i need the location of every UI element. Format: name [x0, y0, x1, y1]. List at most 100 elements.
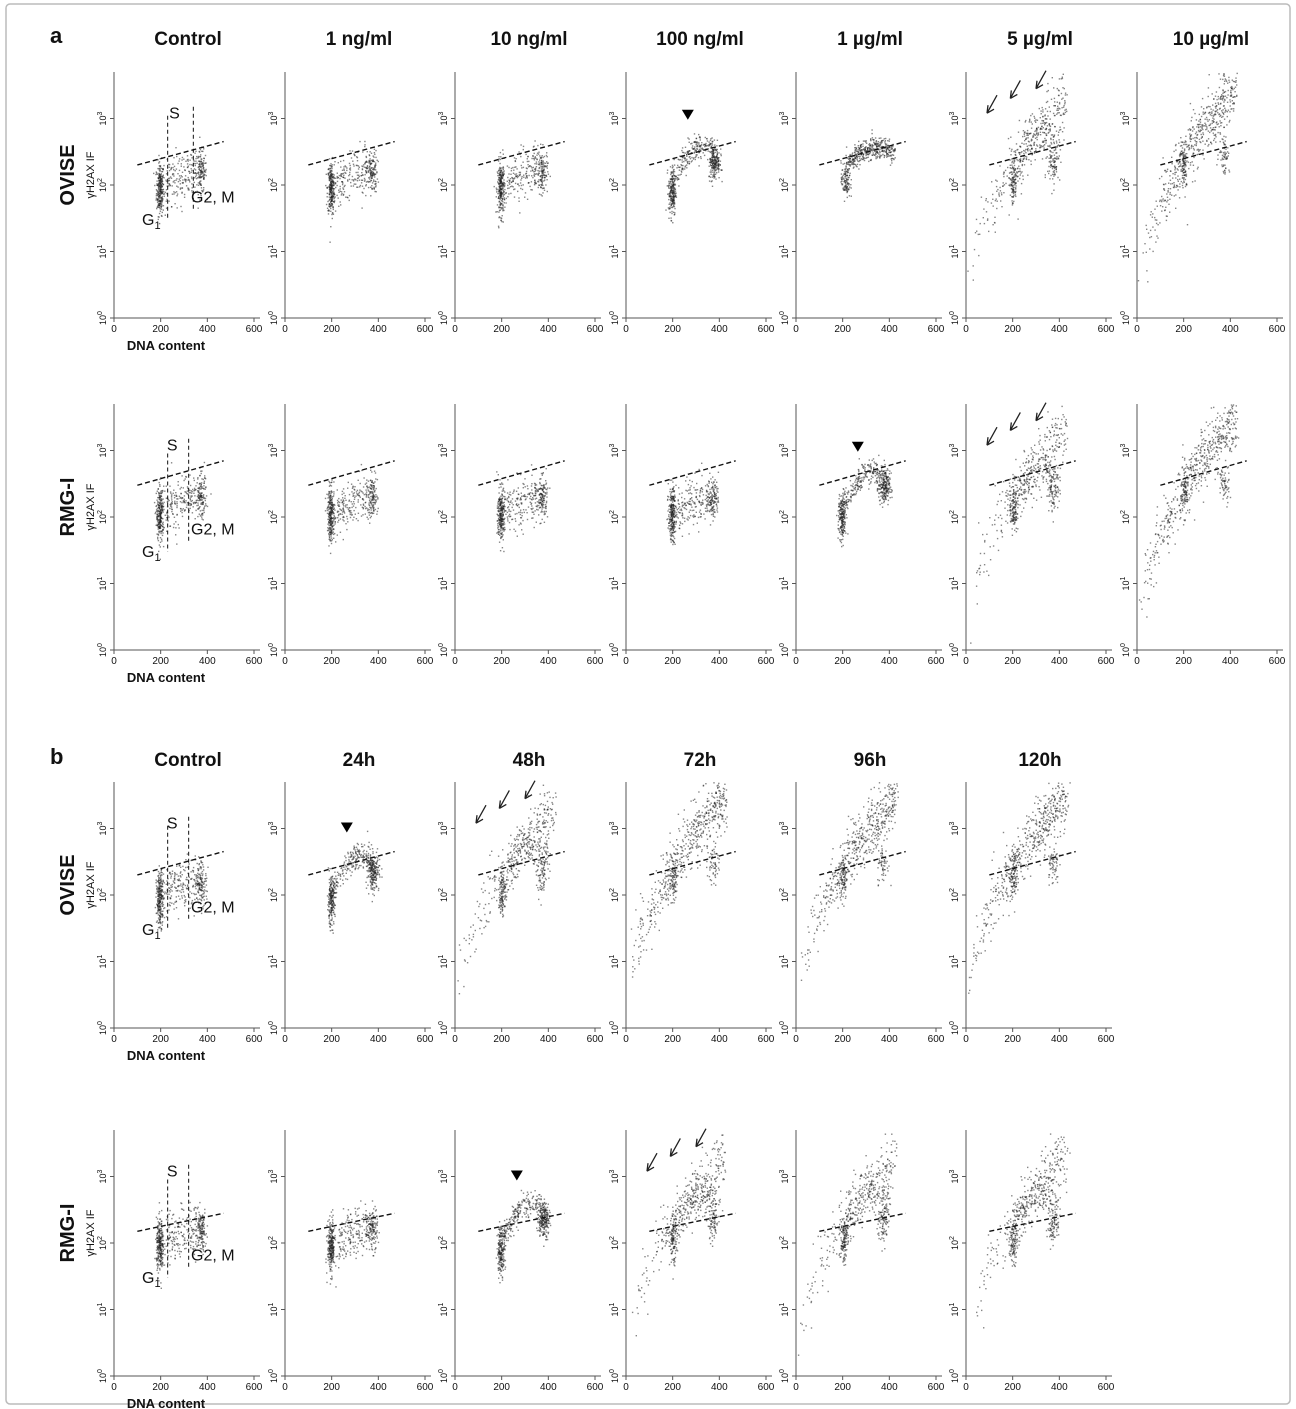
data-point — [499, 195, 501, 197]
data-point — [1020, 193, 1023, 195]
data-point — [691, 145, 694, 147]
data-point — [1179, 186, 1181, 188]
data-point — [167, 515, 169, 517]
data-point — [885, 143, 888, 145]
data-point — [691, 160, 693, 162]
data-point — [1185, 182, 1188, 185]
data-point — [1044, 137, 1046, 140]
data-point — [1220, 114, 1222, 117]
data-point — [1012, 191, 1015, 193]
data-point — [333, 164, 335, 166]
data-point — [879, 154, 881, 156]
data-point — [1152, 226, 1154, 228]
data-point — [372, 155, 374, 157]
data-point — [1048, 157, 1050, 159]
data-point — [179, 180, 181, 182]
data-point — [200, 176, 202, 178]
data-point — [202, 496, 205, 498]
data-point — [1230, 89, 1232, 92]
data-point — [1219, 151, 1222, 154]
data-point — [365, 170, 367, 172]
data-point — [202, 495, 204, 497]
data-point — [1195, 119, 1198, 121]
data-point — [189, 502, 191, 505]
data-point — [1009, 171, 1012, 174]
data-point — [878, 145, 880, 147]
data-point — [1198, 123, 1200, 126]
data-point — [370, 171, 372, 174]
data-point — [161, 540, 163, 542]
data-point — [1050, 155, 1052, 157]
data-point — [198, 177, 200, 179]
data-point — [884, 147, 886, 150]
data-point — [189, 172, 191, 174]
data-point — [193, 487, 196, 490]
data-point — [1027, 147, 1029, 150]
data-point — [500, 206, 502, 209]
data-point — [1164, 169, 1166, 172]
data-point — [1009, 159, 1011, 161]
data-point — [512, 179, 514, 182]
data-point — [539, 162, 541, 165]
data-point — [166, 514, 168, 516]
data-point — [534, 181, 536, 183]
data-point — [186, 502, 188, 504]
data-point — [330, 188, 332, 191]
data-point — [717, 171, 720, 173]
data-point — [156, 507, 159, 509]
data-point — [875, 140, 878, 142]
data-point — [200, 160, 203, 162]
data-point — [157, 190, 159, 192]
data-point — [199, 515, 202, 517]
data-point — [717, 164, 719, 166]
data-point — [349, 164, 351, 167]
data-point — [1215, 105, 1218, 107]
data-point — [1204, 111, 1207, 114]
data-point — [191, 512, 194, 514]
data-point — [334, 161, 336, 163]
data-point — [507, 176, 509, 179]
data-point — [375, 173, 377, 175]
data-point — [1058, 129, 1061, 131]
data-point — [325, 203, 328, 206]
data-point — [1221, 116, 1223, 118]
data-point — [1010, 188, 1013, 190]
g2m-phase-label: G2, M — [191, 521, 235, 538]
data-point — [717, 169, 720, 171]
data-point — [681, 149, 683, 152]
y-tick-label: 102 — [97, 178, 108, 192]
data-point — [1012, 196, 1015, 198]
y-tick-label: 103 — [1120, 111, 1131, 125]
data-point — [1174, 144, 1177, 147]
data-point — [679, 174, 681, 176]
x-tick-label: 400 — [199, 324, 216, 335]
data-point — [1200, 141, 1202, 144]
data-point — [845, 171, 848, 173]
data-point — [1227, 89, 1229, 92]
data-point — [1021, 142, 1023, 144]
data-point — [866, 157, 868, 159]
data-point — [859, 152, 861, 154]
data-point — [500, 156, 502, 158]
x-tick-label: 400 — [1222, 324, 1239, 335]
data-point — [716, 155, 718, 158]
data-point — [1049, 160, 1051, 162]
data-point — [687, 137, 689, 139]
data-point — [672, 203, 674, 205]
data-point — [1011, 160, 1014, 162]
data-point — [1215, 91, 1218, 93]
data-point — [875, 151, 877, 153]
data-point — [668, 193, 670, 195]
data-point — [502, 168, 504, 171]
data-point — [194, 186, 196, 188]
data-point — [1174, 167, 1177, 169]
data-point — [176, 185, 178, 187]
data-point — [158, 498, 160, 501]
data-point — [1060, 161, 1062, 163]
data-point — [1013, 164, 1016, 167]
y-tick-exponent: 1 — [268, 244, 275, 248]
data-point — [160, 181, 163, 183]
data-point — [162, 175, 164, 177]
data-point — [874, 144, 876, 146]
column-header-panel_a-0: Control — [154, 29, 222, 50]
